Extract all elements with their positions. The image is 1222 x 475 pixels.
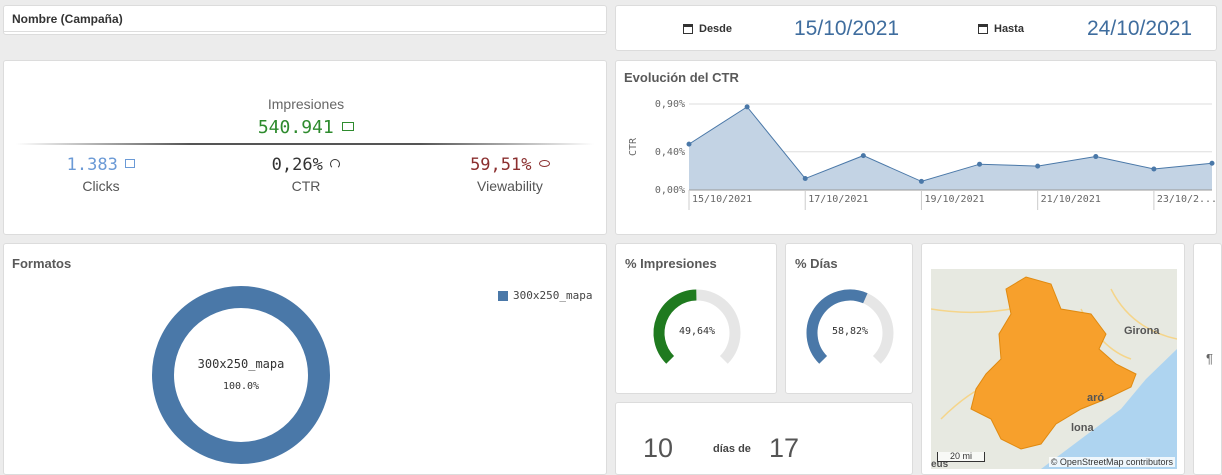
ctr-kpi: 0,26% CTR	[256, 155, 356, 194]
map-label-barcelona: lona	[1071, 422, 1094, 434]
viewability-value: 59,51%	[470, 155, 532, 175]
pct-days-card: % Días 58,82%	[785, 243, 913, 394]
map-label-reus: eus	[931, 459, 949, 469]
legend-swatch	[498, 290, 508, 301]
pct-days-value: 58,82%	[831, 326, 869, 337]
date-range-card: Desde 15/10/2021 Hasta 24/10/2021	[615, 5, 1217, 51]
days-total: 17	[769, 433, 800, 463]
impressions-label: Impresiones	[267, 96, 345, 112]
days-connector: días de	[713, 443, 751, 455]
map-card: Girona aró lona eus 20 mi © OpenStreetMa…	[921, 243, 1185, 475]
eye-icon	[538, 160, 550, 168]
ctr-chart-title: Evolución del CTR	[624, 70, 739, 85]
from-date-value[interactable]: 15/10/2021	[794, 17, 900, 40]
ctr-point	[1035, 163, 1041, 169]
map-scale-bar: 20 mi	[937, 452, 985, 462]
formatos-card: Formatos 300x250_mapa 300x250_mapa 100.0…	[3, 243, 607, 475]
from-label: Desde	[699, 23, 733, 35]
map-attribution[interactable]: © OpenStreetMap contributors	[1048, 457, 1175, 467]
ctr-point	[860, 153, 866, 159]
to-date-value[interactable]: 24/10/2021	[1087, 17, 1193, 40]
donut-slice-300x250-mapa	[152, 286, 330, 464]
ctr-line-chart[interactable]: 0,90% 0,40% 0,00% CTR 15/10/2021 17/10/2021 19…	[616, 61, 1217, 235]
ctr-point	[918, 178, 924, 184]
pct-days-gauge[interactable]	[786, 244, 913, 394]
campaign-filter[interactable]: Nombre (Campaña)	[3, 5, 607, 35]
formatos-legend[interactable]: 300x250_mapa	[498, 289, 592, 302]
ctr-label: CTR	[291, 178, 321, 194]
x-tick-label: 17/10/2021	[808, 194, 868, 205]
x-tick-label: 23/10/2...	[1157, 194, 1217, 205]
y-tick-label: 0,00%	[655, 185, 685, 196]
impressions-value: 540.941	[257, 117, 334, 138]
viewability-label: Viewability	[477, 178, 543, 194]
pct-impressions-title: % Impresiones	[625, 256, 717, 271]
calendar-icon	[683, 24, 693, 34]
share-icon	[125, 159, 136, 169]
clicks-label: Clicks	[82, 178, 120, 194]
impressions-row: 540.941	[4, 117, 606, 138]
filter-divider	[4, 31, 606, 32]
ctr-point	[1151, 166, 1157, 172]
days-current: 10	[643, 433, 674, 463]
gauge-icon	[330, 158, 341, 169]
ctr-point	[1209, 160, 1215, 166]
clicks-kpi: 1.383 Clicks	[51, 155, 151, 194]
to-label: Hasta	[994, 23, 1024, 35]
y-tick-label: 0,40%	[655, 147, 685, 158]
road-lines	[931, 288, 1177, 420]
map-label-girona: Girona	[1124, 325, 1160, 337]
y-axis-label: CTR	[628, 137, 639, 156]
impressions-icon	[342, 122, 355, 132]
ctr-point	[1093, 154, 1099, 160]
kpi-card: Impresiones 540.941 1.383 Clicks 0,26% C…	[3, 60, 607, 235]
ctr-value: 0,26%	[271, 155, 323, 175]
map-canvas[interactable]: Girona aró lona eus 20 mi © OpenStreetMa…	[931, 269, 1177, 469]
map-scale-label: 20 mi	[949, 451, 972, 461]
campaign-filter-label: Nombre (Campaña)	[12, 12, 123, 26]
donut-center-pct: 100.0%	[222, 381, 260, 392]
sea-area	[1041, 349, 1177, 469]
viewability-kpi: 59,51% Viewability	[450, 155, 570, 194]
extra-panel: ¶	[1193, 243, 1222, 475]
ctr-point	[686, 141, 692, 147]
x-tick-label: 19/10/2021	[924, 194, 984, 205]
map-svg	[931, 276, 1177, 469]
region-shape	[970, 276, 1137, 450]
ctr-point	[977, 161, 983, 167]
x-tick-label: 21/10/2021	[1041, 194, 1101, 205]
pilcrow-icon: ¶	[1206, 351, 1213, 366]
days-counter-card: 10 días de 17	[615, 402, 913, 475]
calendar-icon	[978, 24, 988, 34]
pct-impressions-card: % Impresiones 49,64%	[615, 243, 777, 394]
ctr-point	[802, 176, 808, 182]
pct-impressions-gauge[interactable]	[616, 244, 777, 394]
ctr-point	[744, 104, 750, 110]
gauge-value-arc	[653, 289, 697, 364]
clicks-value: 1.383	[66, 155, 118, 175]
donut-center-label: 300x250_mapa	[197, 357, 285, 371]
ctr-line	[688, 106, 1213, 182]
impressions-underline	[16, 143, 594, 145]
x-tick-label: 15/10/2021	[692, 194, 752, 205]
gauge-value-arc	[806, 289, 868, 364]
map-label-mataro: aró	[1087, 392, 1105, 404]
pct-days-title: % Días	[795, 256, 838, 271]
legend-item-label: 300x250_mapa	[513, 289, 593, 302]
formatos-donut-chart[interactable]	[4, 244, 607, 475]
y-tick-label: 0,90%	[655, 99, 685, 110]
ctr-chart-card: Evolución del CTR 0,90% 0,40% 0,00% CTR 15/1…	[615, 60, 1217, 235]
pct-impressions-value: 49,64%	[678, 326, 716, 337]
ctr-area	[689, 106, 1212, 190]
formatos-title: Formatos	[12, 256, 72, 271]
